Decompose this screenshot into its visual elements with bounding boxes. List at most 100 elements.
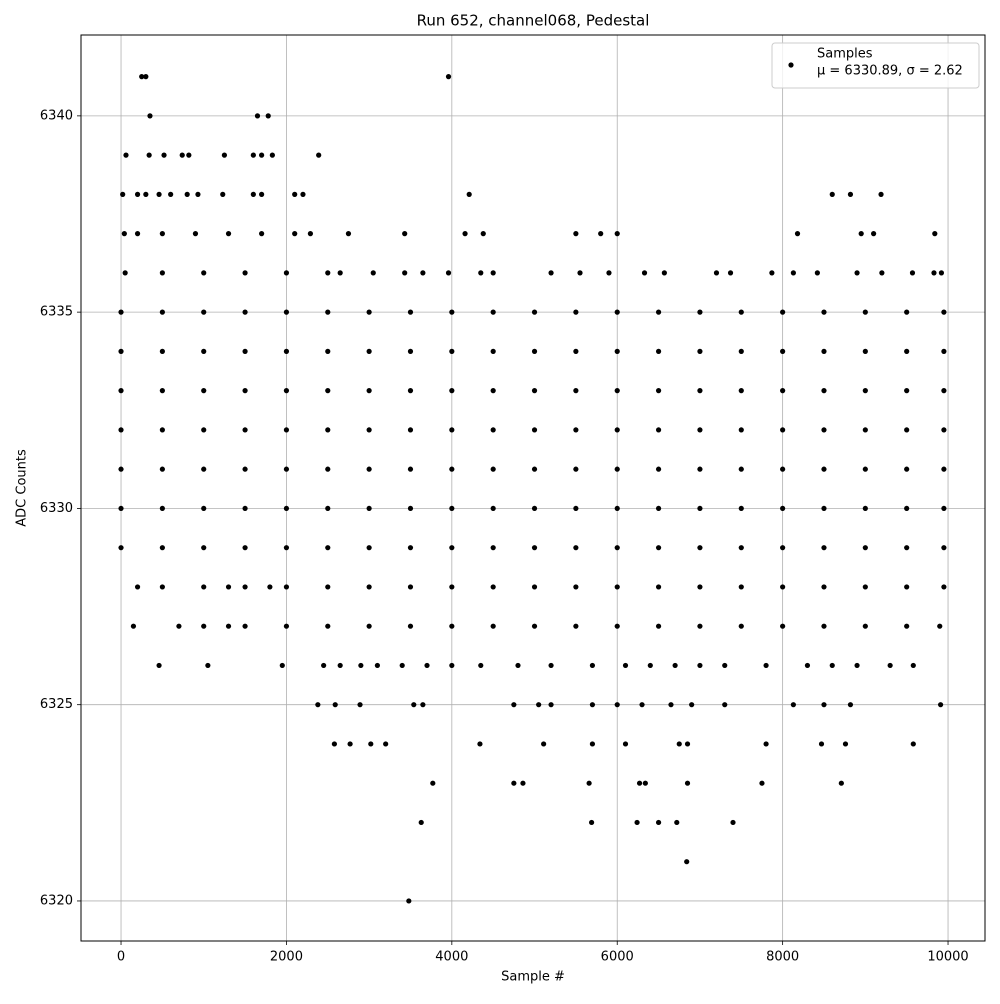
data-point xyxy=(186,152,192,158)
data-point xyxy=(374,662,380,669)
data-point xyxy=(684,741,691,747)
y-tick-label: 6320 xyxy=(40,893,73,908)
data-point xyxy=(910,662,916,669)
data-point xyxy=(402,270,408,276)
data-point xyxy=(655,427,662,433)
data-point xyxy=(887,662,893,669)
data-point xyxy=(407,584,414,590)
data-point xyxy=(283,270,290,276)
data-point xyxy=(283,427,290,433)
data-point xyxy=(614,545,620,551)
data-point xyxy=(490,623,496,629)
data-point xyxy=(622,662,629,669)
data-point xyxy=(531,545,538,551)
data-point xyxy=(655,348,662,354)
data-point xyxy=(738,545,744,551)
data-point xyxy=(283,348,290,354)
data-point xyxy=(790,702,796,708)
data-point xyxy=(937,623,943,629)
data-point xyxy=(366,348,372,354)
data-point xyxy=(655,388,662,394)
data-point xyxy=(242,584,248,590)
data-point xyxy=(941,584,947,590)
data-point xyxy=(879,270,885,276)
data-point xyxy=(143,191,149,197)
data-point xyxy=(780,388,786,394)
data-point xyxy=(515,662,521,669)
data-point xyxy=(118,505,124,512)
data-point xyxy=(697,623,703,629)
data-point xyxy=(449,309,455,315)
data-point xyxy=(931,270,937,276)
data-point xyxy=(904,427,910,433)
data-point xyxy=(937,702,944,708)
data-point xyxy=(325,388,331,394)
data-point xyxy=(449,584,455,590)
data-point xyxy=(536,702,542,708)
data-point xyxy=(259,191,265,197)
data-point xyxy=(399,662,405,669)
data-point xyxy=(697,466,703,472)
data-point xyxy=(614,309,620,315)
data-point xyxy=(325,545,331,551)
data-point xyxy=(118,348,124,354)
data-point xyxy=(325,466,331,472)
data-point xyxy=(588,819,595,826)
data-point xyxy=(577,270,583,276)
data-point xyxy=(321,662,327,669)
data-point xyxy=(672,662,678,669)
data-point xyxy=(366,309,372,315)
data-point xyxy=(283,505,290,512)
chart-title: Run 652, channel068, Pedestal xyxy=(417,12,650,30)
data-point xyxy=(490,348,496,354)
data-point xyxy=(490,270,496,276)
data-point xyxy=(283,584,290,590)
data-point xyxy=(490,466,496,472)
data-point xyxy=(697,505,703,512)
data-point xyxy=(146,152,152,158)
data-point xyxy=(122,270,128,276)
data-point xyxy=(862,623,868,629)
data-point xyxy=(938,270,945,276)
data-point xyxy=(407,623,414,629)
data-point xyxy=(325,270,331,276)
legend-box xyxy=(771,42,980,89)
data-point xyxy=(858,231,864,237)
data-point xyxy=(383,741,389,747)
data-point xyxy=(909,270,916,276)
data-point xyxy=(478,270,484,276)
data-point xyxy=(769,270,775,276)
data-point xyxy=(156,191,162,197)
x-tick-label: 0 xyxy=(117,950,125,965)
data-point xyxy=(201,623,207,629)
data-point xyxy=(368,741,374,747)
data-point xyxy=(821,623,827,629)
data-point xyxy=(420,270,426,276)
data-point xyxy=(941,427,947,433)
data-point xyxy=(589,662,596,669)
y-tick-label: 6340 xyxy=(40,108,73,123)
data-point xyxy=(647,662,653,669)
data-point xyxy=(159,584,165,590)
data-point xyxy=(449,427,455,433)
data-point xyxy=(642,780,648,786)
data-point xyxy=(511,702,517,708)
data-point xyxy=(283,545,290,551)
data-point xyxy=(269,152,275,158)
data-point xyxy=(283,388,290,394)
data-point xyxy=(862,545,868,551)
data-point xyxy=(283,309,290,315)
data-point xyxy=(118,545,124,551)
data-point xyxy=(490,309,496,315)
data-point xyxy=(407,309,414,315)
data-point xyxy=(449,388,455,394)
data-point xyxy=(366,388,372,394)
data-point xyxy=(932,231,938,237)
data-point xyxy=(490,388,496,394)
data-point xyxy=(430,780,436,786)
data-point xyxy=(821,348,827,354)
data-point xyxy=(941,309,947,315)
plot-frame xyxy=(80,34,986,942)
data-point xyxy=(366,584,372,590)
